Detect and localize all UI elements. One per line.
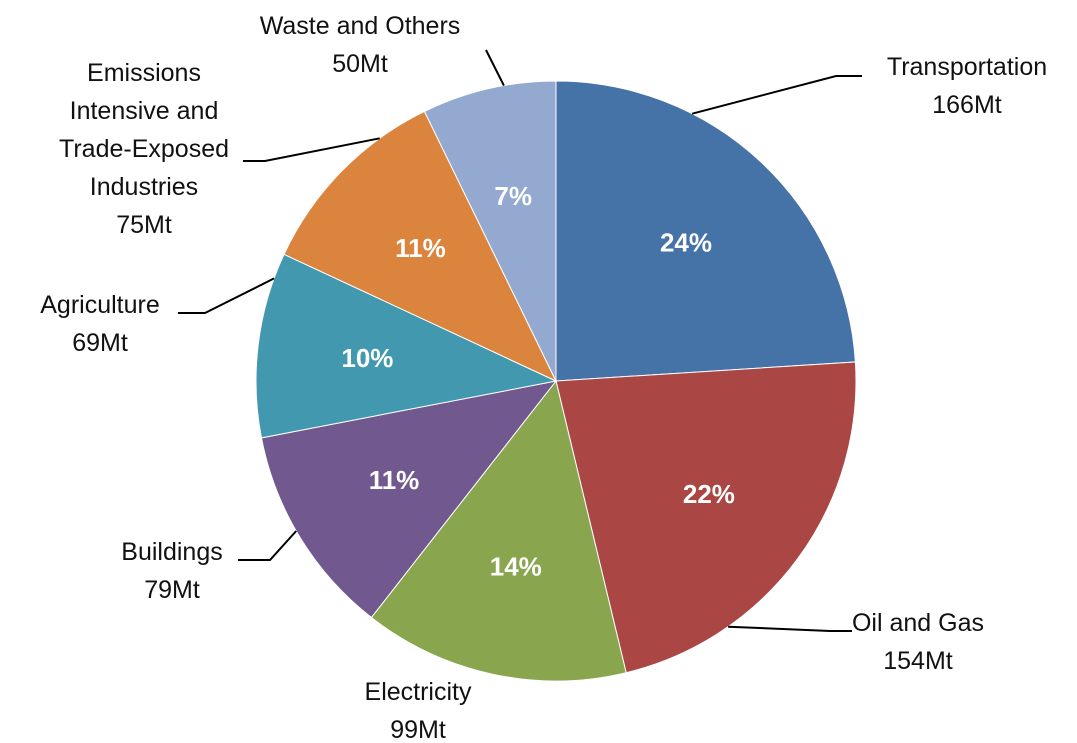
- category-label-line: Emissions: [87, 59, 201, 87]
- percent-label: 24%: [660, 227, 712, 257]
- category-label: Waste and Others 50Mt: [260, 12, 461, 78]
- category-label: Buildings 79Mt: [121, 538, 222, 604]
- leader-line: [238, 530, 297, 561]
- category-label: Oil and Gas 154Mt: [852, 609, 984, 675]
- pie-slice-emissions-intensive-and-trade-exposed-industries: [283, 110, 558, 383]
- pie-slices: [255, 80, 857, 682]
- percent-label: 11%: [369, 465, 420, 495]
- category-label: Transportation 166Mt: [887, 53, 1047, 119]
- leader-line: [728, 625, 852, 632]
- category-label: Emissions Intensive and Trade-Exposed Indus…: [59, 59, 229, 239]
- category-labels: Transportation 166Mt Oil and Gas 154Mt Elect…: [40, 12, 1047, 743]
- pie-slice-transportation: [555, 80, 856, 382]
- pie-slice-agriculture: [255, 253, 558, 439]
- category-label: Agriculture 69Mt: [40, 291, 160, 357]
- category-label-line: Waste and Others: [260, 12, 461, 40]
- category-label-line: 154Mt: [883, 647, 953, 675]
- leader-lines: [178, 49, 862, 632]
- percent-label: 10%: [341, 343, 393, 373]
- percent-labels: 24% 22% 14% 11% 10% 11% 7%: [341, 181, 735, 582]
- leader-line: [243, 137, 380, 162]
- pie-slice-oil-and-gas: [555, 361, 857, 674]
- percent-label: 14%: [490, 552, 542, 582]
- leader-line: [485, 49, 505, 87]
- category-label-line: 99Mt: [390, 716, 446, 743]
- percent-label: 22%: [683, 479, 735, 509]
- category-label-line: 166Mt: [932, 91, 1002, 119]
- category-label-line: 75Mt: [116, 211, 172, 239]
- category-label-line: Electricity: [365, 678, 472, 706]
- category-label-line: Intensive and: [70, 97, 219, 125]
- leader-line: [691, 75, 862, 115]
- pie-slice-electricity: [370, 379, 627, 682]
- category-label-line: Buildings: [121, 538, 222, 566]
- category-label-line: Industries: [90, 173, 198, 201]
- percent-label: 7%: [494, 181, 532, 211]
- category-label: Electricity 99Mt: [365, 678, 472, 743]
- category-label-line: 79Mt: [144, 576, 200, 604]
- percent-label: 11%: [395, 233, 446, 263]
- pie-slice-buildings: [260, 380, 558, 619]
- pie-slice-waste-and-others: [423, 80, 557, 382]
- category-label-line: Transportation: [887, 53, 1047, 81]
- leader-line: [178, 277, 275, 314]
- category-label-line: Agriculture: [40, 291, 160, 319]
- category-label-line: Trade-Exposed: [59, 135, 229, 163]
- category-label-line: 69Mt: [72, 329, 128, 357]
- category-label-line: 50Mt: [332, 50, 388, 78]
- category-label-line: Oil and Gas: [852, 609, 984, 637]
